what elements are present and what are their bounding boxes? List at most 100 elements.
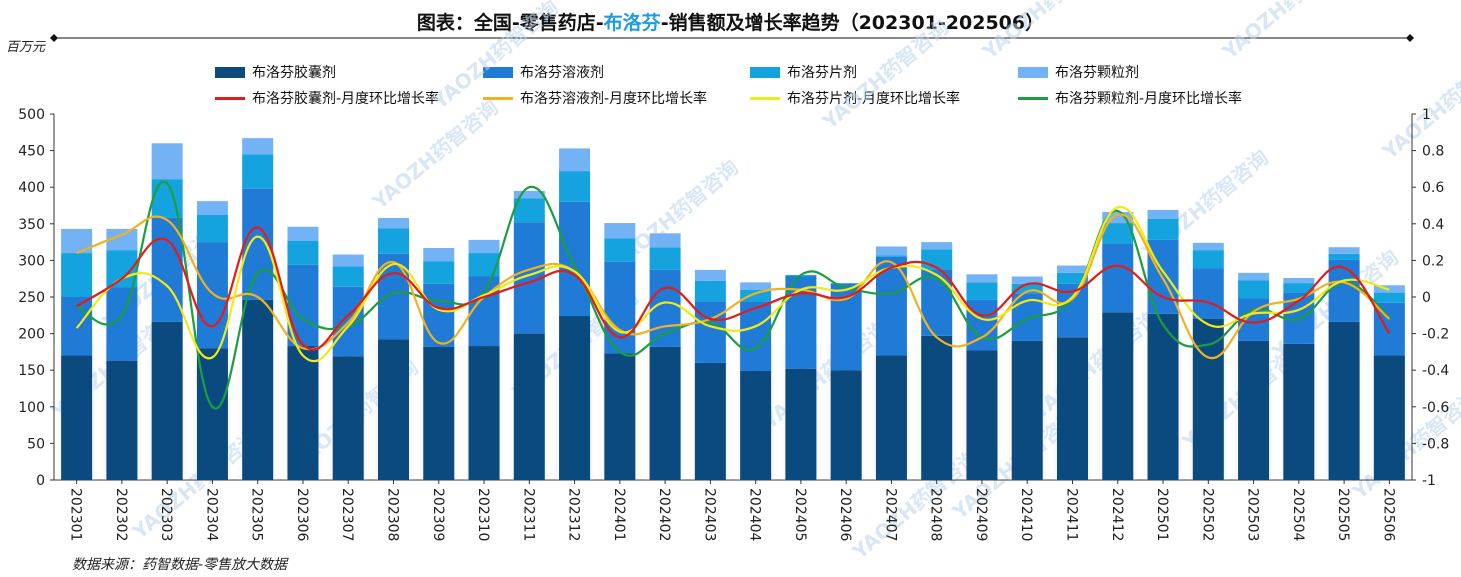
bar-capsule bbox=[61, 355, 93, 480]
bar-granule bbox=[1192, 242, 1224, 251]
bar-tablet bbox=[694, 280, 726, 302]
line-tablet-rate bbox=[75, 206, 1390, 363]
x-tick-label: 202307 bbox=[339, 488, 355, 541]
x-tick-label: 202302 bbox=[113, 488, 129, 541]
bar-capsule bbox=[694, 362, 726, 480]
bar-liquid bbox=[1102, 243, 1134, 313]
bar-capsule bbox=[513, 333, 545, 480]
rule-diamond-left bbox=[50, 34, 58, 42]
x-tick-label: 202310 bbox=[475, 488, 491, 541]
watermark-text: YAOZH药智咨询 bbox=[1217, 0, 1353, 64]
bar-capsule bbox=[1283, 343, 1315, 480]
bar-tablet bbox=[1192, 250, 1224, 269]
bar-capsule bbox=[332, 356, 364, 480]
x-tick-label: 202312 bbox=[566, 488, 582, 541]
bar-tablet bbox=[1373, 292, 1405, 303]
bar-capsule bbox=[196, 348, 228, 480]
legend-item-granule: 布洛芬颗粒剂 bbox=[1018, 62, 1139, 82]
y-tick-label: 0 bbox=[36, 473, 45, 489]
bar-capsule bbox=[378, 339, 409, 480]
x-tick-label: 202311 bbox=[520, 488, 536, 541]
watermark-text: YAOZH药智咨询 bbox=[427, 0, 563, 114]
bar-capsule bbox=[1373, 355, 1405, 480]
bar-tablet bbox=[1283, 283, 1315, 293]
x-tick-label: 202403 bbox=[701, 488, 717, 541]
chart-title: 图表：全国-零售药店-布洛芬-销售额及增长率趋势（202301-202506） bbox=[0, 8, 1461, 35]
bar-capsule bbox=[1011, 340, 1043, 480]
x-tick-label: 202506 bbox=[1380, 488, 1396, 542]
watermark-text: YAOZH药智咨询 bbox=[1377, 45, 1461, 164]
bar-capsule bbox=[468, 346, 500, 480]
bar-liquid bbox=[196, 242, 228, 349]
legend-item-tablet-rate: 布洛芬片剂-月度环比增长率 bbox=[750, 88, 960, 108]
y-tick-label: 350 bbox=[18, 217, 45, 233]
bar-granule bbox=[151, 143, 183, 180]
legend-item-capsule: 布洛芬胶囊剂 bbox=[215, 62, 336, 82]
x-tick-label: 202306 bbox=[294, 488, 310, 542]
y2-tick-label: -1 bbox=[1422, 473, 1436, 489]
legend-item-capsule-rate: 布洛芬胶囊剂-月度环比增长率 bbox=[215, 88, 439, 108]
bar-liquid bbox=[1192, 268, 1224, 319]
bar-capsule bbox=[830, 370, 862, 480]
bar-tablet bbox=[423, 261, 455, 284]
bar-tablet bbox=[242, 154, 274, 189]
title-suffix: -销售额及增长率趋势（202301-202506） bbox=[660, 12, 1045, 34]
legend-item-granule-rate: 布洛芬颗粒剂-月度环比增长率 bbox=[1018, 88, 1242, 108]
y2-tick-label: 1 bbox=[1422, 107, 1431, 123]
bar-granule bbox=[332, 254, 364, 267]
legend-label: 布洛芬胶囊剂 bbox=[252, 65, 336, 81]
y2-tick-label: -0.4 bbox=[1422, 363, 1449, 379]
y-axis-unit-label: 百万元 bbox=[6, 40, 46, 55]
legend-item-tablet: 布洛芬片剂 bbox=[750, 62, 857, 82]
bar-capsule bbox=[875, 355, 907, 480]
legend-swatch-liquid-rate bbox=[483, 96, 513, 100]
legend-swatch-capsule-rate bbox=[215, 96, 245, 100]
bar-tablet bbox=[378, 228, 409, 254]
bar-capsule bbox=[1102, 312, 1134, 480]
x-tick-label: 202402 bbox=[656, 488, 672, 541]
line-capsule-rate bbox=[76, 226, 1391, 351]
bar-tablet bbox=[468, 253, 500, 277]
legend-label: 布洛芬溶液剂 bbox=[520, 65, 604, 81]
x-tick-label: 202504 bbox=[1290, 488, 1306, 542]
bar-capsule bbox=[287, 346, 319, 480]
bar-granule bbox=[694, 269, 726, 281]
bar-granule bbox=[196, 201, 228, 216]
bar-granule bbox=[423, 247, 455, 262]
y-tick-label: 100 bbox=[18, 400, 45, 416]
bar-tablet bbox=[287, 240, 319, 265]
title-highlight: 布洛芬 bbox=[603, 12, 661, 34]
y2-tick-label: 0.4 bbox=[1422, 217, 1444, 233]
x-tick-label: 202409 bbox=[973, 488, 989, 541]
x-tick-label: 202408 bbox=[928, 488, 944, 541]
legend-swatch-granule-rate bbox=[1018, 96, 1048, 100]
legend-swatch-tablet bbox=[750, 66, 780, 78]
bar-liquid bbox=[423, 283, 455, 347]
bar-granule bbox=[378, 217, 409, 229]
x-tick-label: 202503 bbox=[1245, 488, 1261, 541]
bar-granule bbox=[559, 148, 591, 172]
bar-granule bbox=[1011, 276, 1043, 284]
x-tick-label: 202407 bbox=[882, 488, 898, 541]
bar-tablet bbox=[61, 253, 93, 297]
bar-tablet bbox=[740, 289, 772, 302]
bar-capsule bbox=[785, 368, 817, 480]
x-tick-label: 202301 bbox=[68, 488, 84, 541]
bar-tablet bbox=[649, 247, 681, 270]
bar-capsule bbox=[106, 360, 138, 480]
rule-diamond-right bbox=[1406, 34, 1414, 42]
bar-capsule bbox=[559, 316, 591, 480]
bar-capsule bbox=[1192, 318, 1224, 480]
bar-capsule bbox=[1238, 340, 1270, 480]
bar-capsule bbox=[921, 335, 953, 480]
bar-granule bbox=[1238, 272, 1270, 281]
x-tick-label: 202406 bbox=[837, 488, 853, 542]
legend-label: 布洛芬胶囊剂-月度环比增长率 bbox=[252, 91, 440, 107]
bar-tablet bbox=[513, 198, 545, 223]
bar-granule bbox=[1057, 265, 1088, 273]
y-tick-label: 450 bbox=[18, 144, 45, 160]
legend-item-liquid: 布洛芬溶液剂 bbox=[483, 62, 604, 82]
x-tick-label: 202501 bbox=[1154, 488, 1170, 541]
y2-tick-label: -0.8 bbox=[1422, 436, 1449, 452]
bar-tablet bbox=[830, 283, 862, 284]
